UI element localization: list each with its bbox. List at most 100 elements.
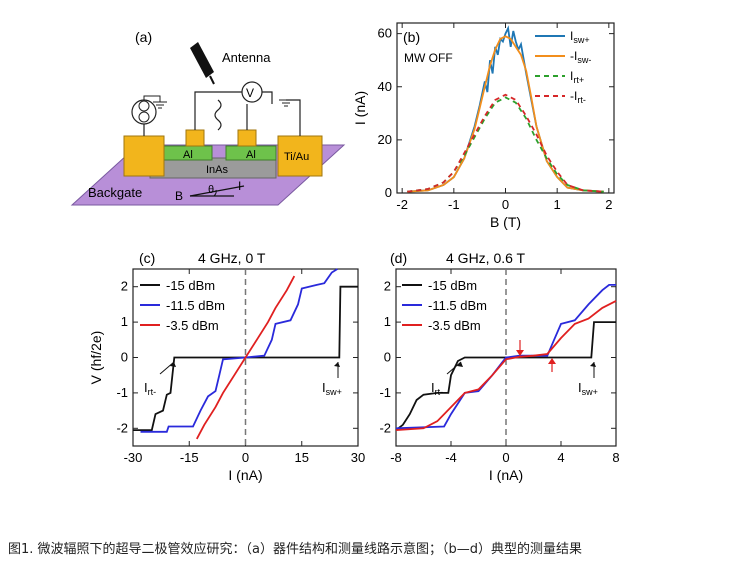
voltmeter-icon: [241, 81, 263, 103]
x-tick-label: 4: [557, 450, 564, 465]
legend-label: -11.5 dBm: [428, 298, 487, 313]
annotation-label: Isw+: [578, 380, 598, 397]
annotation-arrow: [159, 361, 175, 375]
legend-label-sub: rt-: [577, 95, 586, 105]
plot-frame: [396, 22, 615, 194]
legend-label: -15 dBm: [428, 278, 477, 293]
ground-icon-right: [279, 99, 293, 107]
annotation-label: Irt-: [144, 380, 156, 397]
series-line-0: [133, 285, 358, 432]
legend-label: -11.5 dBm: [166, 298, 225, 313]
annotation-main: I: [431, 380, 435, 395]
panel-b-note: MW OFF: [404, 51, 453, 65]
x-tick-label: 0: [502, 197, 509, 212]
red-marker-arrowhead: [548, 358, 556, 364]
b-field-arrow: [189, 185, 245, 197]
series-line-1: [407, 35, 604, 193]
x-axis-label: B (T): [490, 214, 521, 230]
wire-probe-left: [194, 91, 242, 130]
annotation-label: Isw+: [322, 380, 342, 397]
panel-d-label: (d): [390, 250, 407, 266]
contact-pad-left: [123, 135, 165, 177]
y-tick-label: 2: [384, 279, 391, 294]
series-line-0: [395, 321, 616, 431]
annotation-arrowhead: [590, 362, 596, 367]
y-tick-label: 0: [121, 350, 128, 365]
y-tick-label: 0: [384, 350, 391, 365]
y-tick-label: -2: [116, 420, 128, 435]
y-tick-label: -1: [379, 385, 391, 400]
y-tick-label: -1: [116, 385, 128, 400]
wire-probe-right: [262, 91, 273, 104]
y-tick-label: 40: [378, 79, 392, 94]
source-ground-wire: [143, 95, 161, 102]
backgate-label: Backgate: [88, 185, 142, 200]
annotation-arrowhead: [334, 362, 340, 367]
x-tick-label: -2: [396, 197, 408, 212]
b-label: B: [175, 189, 183, 203]
series-line-2: [395, 300, 617, 431]
x-tick-label: 8: [612, 450, 619, 465]
microwave-wave-icon: [214, 99, 222, 131]
current-source-inner-bottom: [138, 111, 150, 123]
wire-right-ground: [286, 99, 301, 136]
annotation-label: Irt-: [431, 380, 443, 397]
legend-label: -3.5 dBm: [428, 318, 481, 333]
y-tick-label: 1: [121, 314, 128, 329]
panel-c-chart: -30 -15 0 15 30 -2 -1 0 1 2 I (nA) V (hf/2e) -15 dBm…: [88, 268, 365, 483]
x-tick-label: -15: [180, 450, 199, 465]
probe-pad-right: [237, 129, 257, 147]
legend-label-sub: rt+: [573, 75, 584, 85]
panel-d-title: 4 GHz, 0.6 T: [446, 250, 526, 266]
al-label-right: Al: [246, 149, 256, 161]
legend-label: -3.5 dBm: [166, 318, 219, 333]
x-tick-label: -1: [448, 197, 460, 212]
annotation-arrowhead: [457, 362, 463, 367]
red-marker-arrowhead: [516, 350, 524, 356]
annotation-main: I: [322, 380, 326, 395]
i-label: I: [238, 179, 241, 193]
legend-label: -15 dBm: [166, 278, 215, 293]
annotation-main: I: [578, 380, 582, 395]
tiau-label: Ti/Au: [284, 151, 309, 163]
y-tick-label: 2: [121, 279, 128, 294]
annotation-arrowhead: [170, 362, 176, 367]
annotation-sub: sw+: [326, 387, 342, 397]
panel-d-chart: -8 -4 0 4 8 -2 -1 0 1 2 I (nA) -15 dBm -11.5 dBm -3.5…: [379, 268, 620, 483]
voltmeter-label: V: [246, 86, 254, 100]
x-axis-label: I (nA): [228, 467, 262, 483]
panel-c-label: (c): [139, 250, 155, 266]
panel-a-label: (a): [135, 29, 152, 45]
antenna-icon: [190, 42, 215, 85]
y-tick-label: 20: [378, 132, 392, 147]
theta-arc: [213, 189, 217, 197]
ground-icon-left: [153, 101, 167, 109]
legend-label-main: -I: [570, 49, 577, 63]
x-axis-label: I (nA): [489, 467, 523, 483]
legend-label-main: I: [570, 29, 573, 43]
legend-label-main: I: [570, 69, 573, 83]
x-tick-label: 30: [351, 450, 365, 465]
current-source-inner-top: [138, 100, 150, 112]
panel-b-label: (b): [403, 29, 420, 45]
probe-pad-left: [185, 129, 205, 147]
x-tick-label: 0: [502, 450, 509, 465]
legend-label-main: -I: [570, 89, 577, 103]
theta-label: θ: [208, 184, 214, 196]
contact-pad-right: [277, 135, 323, 177]
legend-label: -Isw-: [570, 49, 591, 65]
annotation-arrow: [446, 361, 462, 375]
x-tick-label: 0: [242, 450, 249, 465]
x-tick-label: 1: [554, 197, 561, 212]
panel-c-title: 4 GHz, 0 T: [198, 250, 266, 266]
panel-a-schematic: (a) Backgate InAs Al Al Ti/Au: [70, 29, 346, 206]
annotation-sub: rt-: [435, 387, 444, 397]
x-tick-label: -8: [390, 450, 402, 465]
annotation-sub: sw+: [582, 387, 598, 397]
legend-label: Irt+: [570, 69, 584, 85]
legend-label: Isw+: [570, 29, 590, 45]
antenna-label: Antenna: [222, 50, 271, 65]
x-tick-label: -30: [124, 450, 143, 465]
y-tick-label: 60: [378, 26, 392, 41]
